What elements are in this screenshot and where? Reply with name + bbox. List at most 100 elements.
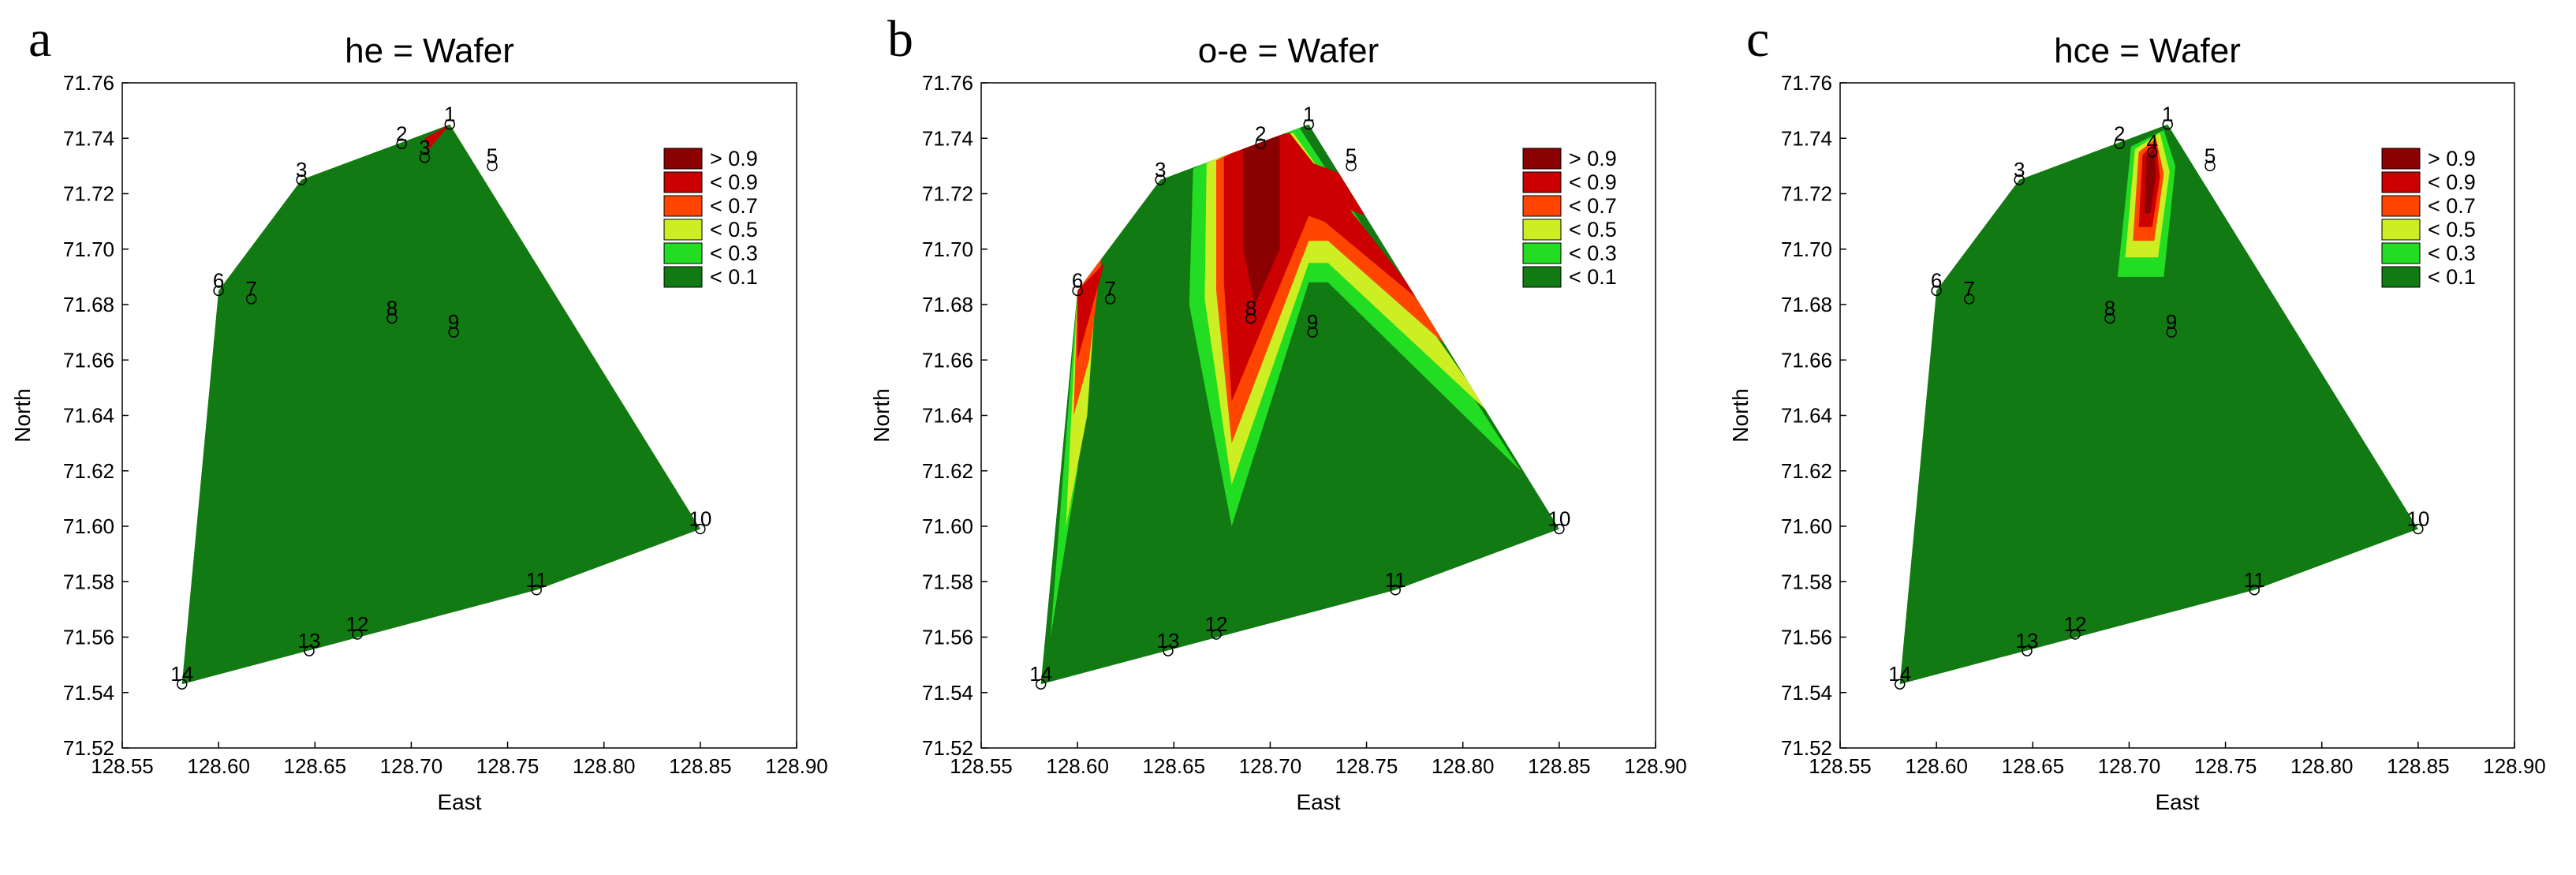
sample-point-label: 10 (689, 507, 711, 531)
y-tick-label: 71.58 (1781, 570, 1832, 593)
x-tick-label: 128.65 (2002, 754, 2065, 778)
y-tick-label: 71.56 (63, 626, 114, 649)
legend-swatch (2381, 171, 2421, 193)
x-tick-label: 128.75 (2194, 754, 2257, 778)
sample-point (1307, 327, 1318, 338)
sample-point (396, 138, 407, 150)
x-tick-label: 128.65 (284, 754, 347, 778)
sample-point (2014, 174, 2025, 185)
contour-region (388, 140, 420, 277)
y-tick-label: 71.68 (63, 293, 114, 316)
x-tick-label: 128.60 (1905, 754, 1968, 778)
sample-point (2162, 118, 2174, 130)
legend-label: < 0.7 (1569, 194, 1617, 218)
sample-point-label: 2 (396, 122, 407, 145)
sample-point-label: 5 (2205, 144, 2216, 167)
legend-label: < 0.7 (710, 194, 758, 218)
legend-swatch (2381, 195, 2421, 217)
y-tick-label: 71.60 (922, 514, 973, 538)
y-tick-label: 71.62 (63, 459, 114, 483)
panel-letter: a (28, 10, 52, 68)
y-tick-label: 71.52 (922, 736, 973, 760)
sample-point (1072, 285, 1083, 297)
sample-point-label: 1 (444, 103, 455, 126)
legend-swatch (2381, 242, 2421, 264)
legend-swatch (2381, 219, 2421, 241)
x-axis-label: East (2155, 790, 2199, 814)
sample-point (245, 294, 257, 305)
y-tick-label: 71.66 (1781, 348, 1832, 372)
sample-point-label: 6 (1931, 268, 1942, 292)
y-tick-label: 71.60 (63, 514, 114, 538)
sample-point-label: 2 (1255, 122, 1266, 145)
legend-swatch (1522, 219, 1562, 241)
sample-point-label: 7 (1963, 277, 1974, 301)
y-tick-label: 71.58 (63, 570, 114, 593)
contour-region (420, 124, 700, 574)
y-tick-label: 71.74 (63, 126, 114, 150)
y-tick-label: 71.58 (922, 570, 973, 593)
sample-point (2166, 327, 2177, 338)
y-tick-label: 71.54 (63, 681, 114, 705)
y-tick-label: 71.56 (922, 626, 973, 649)
legend-label: > 0.9 (2428, 147, 2476, 170)
sample-point (1211, 629, 1222, 640)
sample-point-label: 11 (1385, 568, 1406, 592)
contour-base-region (1040, 124, 1559, 685)
legend-swatch (1522, 266, 1562, 288)
legend-label: < 0.9 (1569, 170, 1617, 194)
legend-label: > 0.9 (1569, 147, 1617, 170)
sample-point-label: 12 (2064, 612, 2087, 636)
sample-point (1104, 294, 1116, 305)
x-tick-label: 128.60 (1046, 754, 1109, 778)
x-tick-label: 128.80 (1432, 754, 1495, 778)
sample-point-label: 14 (1029, 662, 1052, 686)
x-tick-label: 128.55 (1809, 754, 1872, 778)
contour-regions (2110, 124, 2183, 299)
panel-c: c hce = Wafer 128.55 128.60 128.65 128.70 12… (1718, 0, 2576, 875)
y-tick-label: 71.68 (922, 293, 973, 316)
sample-point-label: 3 (2014, 158, 2025, 181)
sample-point (695, 523, 706, 535)
sample-point (1894, 679, 1906, 690)
y-tick-label: 71.72 (922, 182, 973, 206)
sample-point-label: 2 (2114, 122, 2125, 145)
legend-swatch (663, 171, 703, 193)
sample-point-label: 7 (1104, 277, 1115, 301)
sample-point-label: 9 (448, 310, 459, 334)
y-tick-label: 71.66 (63, 348, 114, 372)
y-tick-label: 71.56 (1781, 626, 1832, 649)
legend-swatch (663, 195, 703, 217)
sample-point (176, 679, 188, 690)
sample-point (1303, 118, 1315, 130)
sample-point-label: 11 (526, 568, 547, 592)
y-tick-label: 71.64 (922, 404, 973, 428)
y-tick-label: 71.74 (922, 126, 973, 150)
legend-label: < 0.9 (710, 170, 758, 194)
legend-label: < 0.3 (1569, 241, 1617, 265)
y-axis-label: North (10, 388, 35, 442)
legend-swatch (663, 266, 703, 288)
sample-point-label: 11 (2244, 568, 2265, 592)
sample-point-label: 8 (1245, 297, 1256, 320)
sample-point (2146, 147, 2158, 158)
legend-label: < 0.5 (710, 218, 758, 241)
contour-chart-a: 128.55 128.60 128.65 128.70 128.75 128.80 128.… (10, 71, 828, 814)
y-axis-label: North (1728, 388, 1753, 442)
sample-point-label: 8 (2104, 297, 2115, 320)
panel-letter: b (887, 10, 913, 68)
legend-swatch (1522, 242, 1562, 264)
sample-point-label: 3 (1155, 158, 1166, 181)
legend-swatch (663, 219, 703, 241)
panel-letter: c (1746, 10, 1770, 68)
sample-point (2413, 523, 2424, 535)
chart-title: hce = Wafer (2054, 32, 2241, 70)
x-tick-label: 128.85 (1528, 754, 1591, 778)
legend-label: < 0.9 (2428, 170, 2476, 194)
sample-point-label: 5 (487, 144, 498, 167)
y-tick-label: 71.62 (922, 459, 973, 483)
legend-swatch (1522, 148, 1562, 170)
legend-swatch (1522, 171, 1562, 193)
sample-point (1163, 645, 1174, 656)
